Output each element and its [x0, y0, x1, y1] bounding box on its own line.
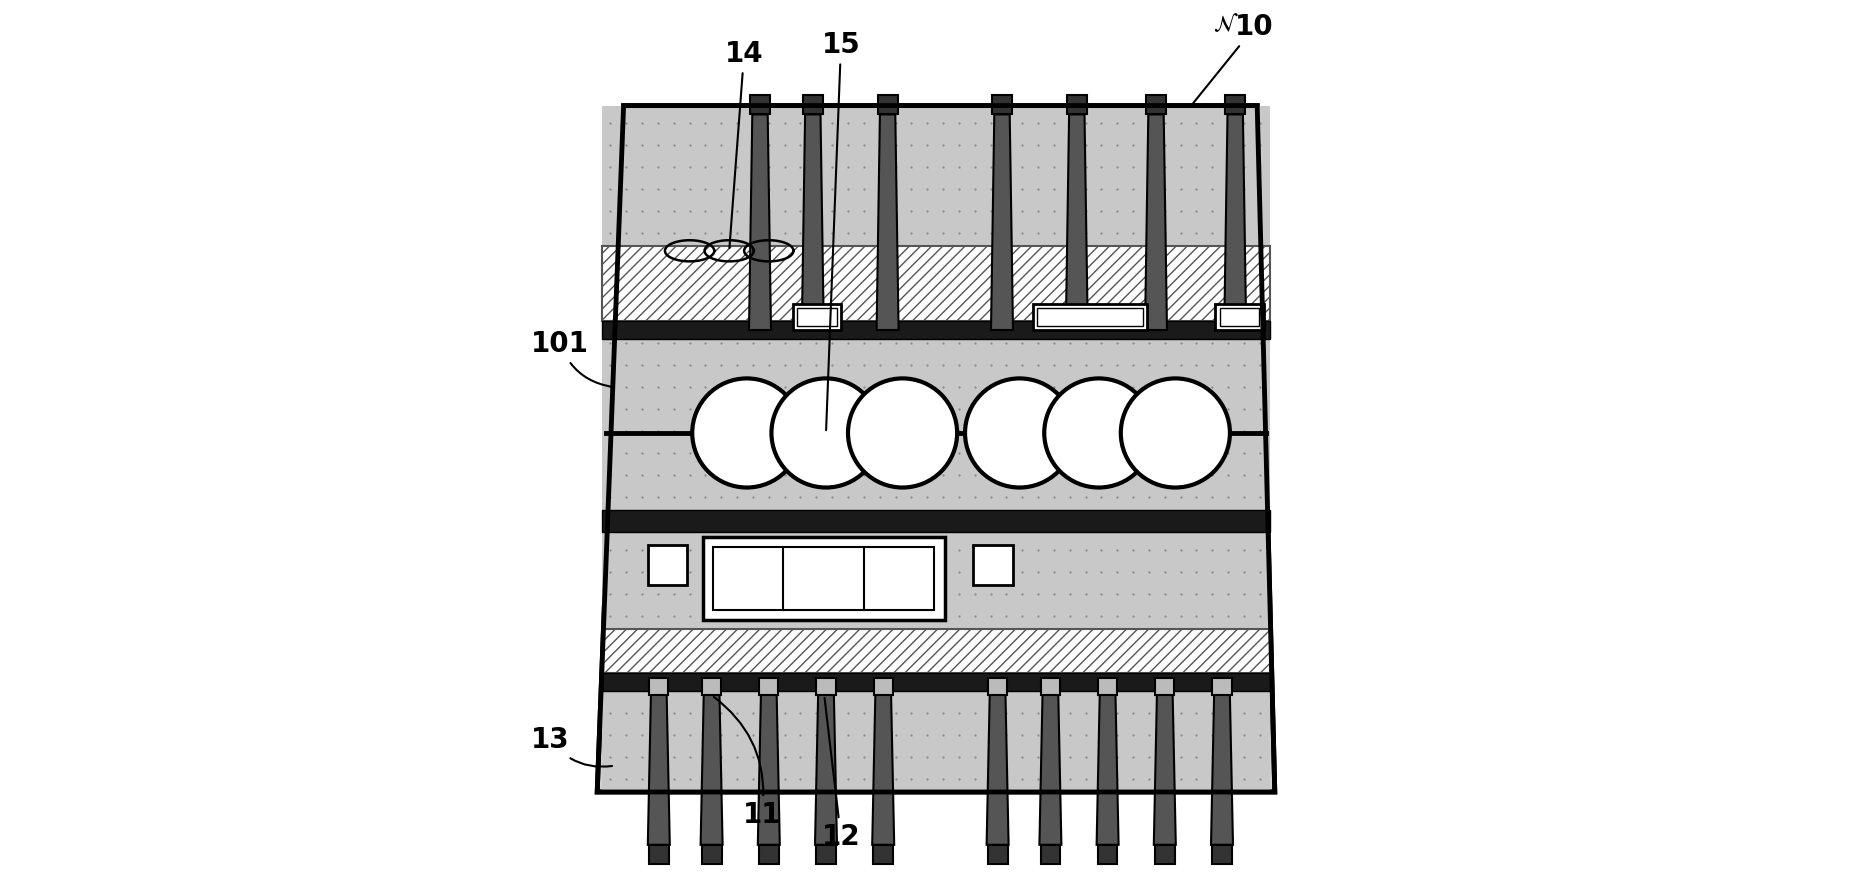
Bar: [816, 845, 837, 864]
Polygon shape: [872, 686, 895, 845]
Bar: [702, 537, 945, 620]
Polygon shape: [990, 114, 1013, 330]
Bar: [1215, 304, 1264, 330]
Polygon shape: [876, 114, 899, 330]
Bar: [760, 678, 779, 695]
Bar: [874, 845, 893, 864]
Bar: [601, 629, 1271, 673]
Bar: [973, 546, 1013, 585]
Bar: [601, 532, 1271, 629]
Bar: [1213, 678, 1232, 695]
Polygon shape: [1211, 686, 1234, 845]
Polygon shape: [1146, 114, 1166, 330]
Bar: [803, 95, 822, 114]
Polygon shape: [1224, 114, 1247, 330]
Bar: [702, 845, 721, 864]
Text: $\mathcal{N}$: $\mathcal{N}$: [1213, 12, 1239, 35]
Polygon shape: [801, 114, 824, 330]
Bar: [1041, 845, 1060, 864]
Circle shape: [1045, 378, 1153, 488]
Text: 14: 14: [724, 40, 764, 248]
Bar: [601, 106, 1271, 246]
Bar: [601, 673, 1271, 691]
Bar: [988, 678, 1007, 695]
Bar: [797, 308, 837, 326]
Bar: [1067, 95, 1088, 114]
Bar: [1037, 308, 1142, 326]
Bar: [988, 845, 1007, 864]
Bar: [1097, 845, 1118, 864]
Bar: [1211, 845, 1232, 864]
Bar: [650, 845, 668, 864]
Bar: [601, 691, 1271, 792]
Bar: [713, 547, 934, 610]
Bar: [1097, 678, 1118, 695]
Text: 11: 11: [713, 697, 781, 829]
Bar: [1033, 304, 1148, 330]
Bar: [751, 95, 769, 114]
Polygon shape: [1097, 686, 1119, 845]
Circle shape: [848, 378, 957, 488]
Bar: [1146, 95, 1166, 114]
Bar: [702, 678, 721, 695]
Bar: [878, 95, 897, 114]
Bar: [794, 304, 841, 330]
Text: 10: 10: [1192, 13, 1273, 104]
Text: 12: 12: [822, 698, 861, 851]
Circle shape: [771, 378, 880, 488]
Bar: [601, 339, 1271, 510]
Polygon shape: [814, 686, 837, 845]
Polygon shape: [648, 686, 670, 845]
Polygon shape: [597, 106, 1275, 792]
Bar: [1155, 678, 1174, 695]
Bar: [1041, 678, 1060, 695]
Bar: [874, 678, 893, 695]
Circle shape: [1121, 378, 1230, 488]
Polygon shape: [749, 114, 771, 330]
Text: 101: 101: [532, 330, 612, 387]
Bar: [601, 321, 1271, 339]
Circle shape: [966, 378, 1075, 488]
Bar: [1155, 845, 1176, 864]
Bar: [648, 546, 687, 585]
Circle shape: [693, 378, 801, 488]
Bar: [1221, 308, 1260, 326]
Bar: [1226, 95, 1245, 114]
Bar: [992, 95, 1013, 114]
Bar: [758, 845, 779, 864]
Polygon shape: [758, 686, 781, 845]
Polygon shape: [1039, 686, 1061, 845]
Polygon shape: [987, 686, 1009, 845]
Bar: [601, 510, 1271, 532]
Bar: [816, 678, 835, 695]
Text: 13: 13: [532, 726, 612, 766]
Bar: [601, 246, 1271, 321]
Text: 15: 15: [822, 31, 861, 430]
Polygon shape: [1065, 114, 1088, 330]
Polygon shape: [700, 686, 723, 845]
Bar: [650, 678, 668, 695]
Polygon shape: [1153, 686, 1176, 845]
